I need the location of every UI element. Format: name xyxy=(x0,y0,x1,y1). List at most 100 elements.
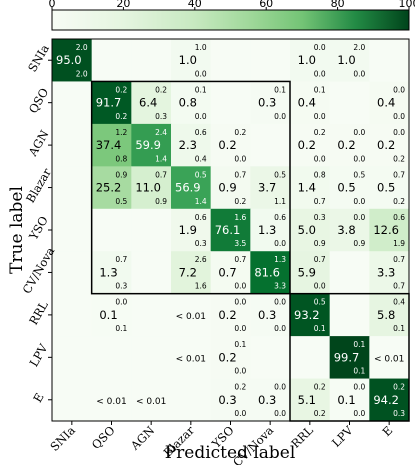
heatmap-cell xyxy=(210,251,251,295)
x-tick-label: LPV xyxy=(329,423,356,450)
cell-value-label: 0.4 xyxy=(377,96,395,110)
heatmap-cell xyxy=(171,293,212,337)
cell-lower-error: 0.7 xyxy=(393,282,405,291)
cell-lower-error: 0.0 xyxy=(195,69,207,78)
heatmap-cell xyxy=(250,293,291,337)
cell-upper-error: 0.8 xyxy=(314,170,326,179)
cell-lower-error: 0.4 xyxy=(195,154,207,163)
cell-lower-error: 0.0 xyxy=(314,69,326,78)
cell-lower-error: 0.0 xyxy=(353,409,365,418)
cell-value-label: 59.9 xyxy=(135,138,161,152)
cell-upper-error: 0.1 xyxy=(195,85,207,94)
cell-value-label: 0.2 xyxy=(218,138,236,152)
cell-value-label: 93.2 xyxy=(294,308,320,322)
cell-upper-error: 0.1 xyxy=(314,85,326,94)
heatmap-cell xyxy=(250,378,291,422)
heatmap-cell xyxy=(52,336,93,380)
cell-lower-error: 0.2 xyxy=(115,112,127,121)
heatmap-cell xyxy=(369,251,410,295)
heatmap-cell xyxy=(369,208,410,252)
y-tick-label: LPV xyxy=(27,341,51,369)
heatmap-cell xyxy=(91,208,132,252)
colorbar-tick-label: 40 xyxy=(188,0,202,10)
heatmap-cell xyxy=(329,378,370,422)
heatmap-cell xyxy=(171,123,212,167)
cell-value-label: < 0.01 xyxy=(176,354,206,364)
heatmap-cell xyxy=(131,39,172,82)
cell-lower-error: 0.0 xyxy=(274,409,286,418)
cell-upper-error: 0.5 xyxy=(353,170,365,179)
cell-upper-error: 0.6 xyxy=(195,213,207,222)
cell-value-label: 99.7 xyxy=(334,350,360,364)
cell-value-label: 0.2 xyxy=(298,138,316,152)
heatmap-cell xyxy=(91,293,132,337)
y-tick-label: QSO xyxy=(26,86,51,116)
heatmap-cell xyxy=(329,123,370,167)
cell-upper-error: 0.0 xyxy=(234,298,246,307)
heatmap-cell xyxy=(369,166,410,210)
heatmap-cell xyxy=(52,166,93,210)
cell-lower-error: 0.0 xyxy=(353,197,365,206)
heatmap-cell xyxy=(171,81,212,125)
cell-lower-error: 1.9 xyxy=(393,239,405,248)
cell-value-label: 0.9 xyxy=(218,181,236,195)
heatmap-cell xyxy=(52,81,93,125)
cell-lower-error: 0.1 xyxy=(353,367,365,376)
cell-upper-error: 1.2 xyxy=(115,128,127,137)
heatmap-cell xyxy=(290,123,331,167)
heatmap-cell xyxy=(91,81,132,125)
cell-value-label: 12.6 xyxy=(373,223,399,237)
cell-value-label: 76.1 xyxy=(215,223,241,237)
cell-lower-error: 3.3 xyxy=(274,282,286,291)
heatmap-cell xyxy=(131,251,172,295)
colorbar-tick-label: 0 xyxy=(49,0,56,10)
heatmap-cell xyxy=(369,336,410,380)
cell-lower-error: 2.0 xyxy=(76,69,88,78)
cell-value-label: 1.9 xyxy=(179,223,197,237)
cell-upper-error: 2.0 xyxy=(353,43,365,52)
cell-value-label: 0.2 xyxy=(377,138,395,152)
y-tick-label: RRL xyxy=(26,298,51,327)
cell-lower-error: 0.1 xyxy=(314,324,326,333)
cell-lower-error: 1.6 xyxy=(195,282,207,291)
cell-upper-error: 0.0 xyxy=(274,383,286,392)
cell-lower-error: 0.0 xyxy=(234,282,246,291)
cell-value-label: 1.0 xyxy=(298,53,316,67)
heatmap-cell xyxy=(250,123,291,167)
heatmap-cell xyxy=(250,336,291,380)
cell-lower-error: 0.2 xyxy=(314,409,326,418)
cell-lower-error: 0.3 xyxy=(155,112,167,121)
heatmap-cell xyxy=(131,336,172,380)
cell-lower-error: 0.0 xyxy=(353,69,365,78)
colorbar-tick-label: 60 xyxy=(259,0,273,10)
cell-lower-error: 0.0 xyxy=(314,112,326,121)
cell-value-label: 3.7 xyxy=(258,181,276,195)
cell-value-label: 0.8 xyxy=(179,96,197,110)
cell-value-label: 0.1 xyxy=(337,393,355,407)
heatmap-cell xyxy=(369,39,410,82)
cell-upper-error: 0.5 xyxy=(195,170,207,179)
cell-lower-error: 0.0 xyxy=(274,239,286,248)
cell-upper-error: 0.7 xyxy=(393,170,405,179)
cell-lower-error: 0.9 xyxy=(353,239,365,248)
cell-upper-error: 0.2 xyxy=(314,383,326,392)
heatmap-cells xyxy=(52,39,410,422)
cell-upper-error: 0.7 xyxy=(234,255,246,264)
heatmap-cell xyxy=(369,123,410,167)
cell-value-label: 1.0 xyxy=(179,53,197,67)
cell-value-label: 6.4 xyxy=(139,96,157,110)
heatmap-cell xyxy=(52,378,93,422)
cell-upper-error: 0.2 xyxy=(155,85,167,94)
heatmap-cell xyxy=(52,251,93,295)
heatmap-cell xyxy=(329,39,370,82)
heatmap-cell xyxy=(91,378,132,422)
cell-upper-error: 0.7 xyxy=(115,255,127,264)
cell-value-label: 11.0 xyxy=(135,181,161,195)
heatmap-cell xyxy=(210,208,251,252)
heatmap-cell xyxy=(171,336,212,380)
cell-upper-error: 0.0 xyxy=(274,298,286,307)
cell-upper-error: 0.5 xyxy=(274,170,286,179)
cell-lower-error: 0.2 xyxy=(393,154,405,163)
cell-lower-error: 0.3 xyxy=(393,409,405,418)
heatmap-cell xyxy=(329,81,370,125)
